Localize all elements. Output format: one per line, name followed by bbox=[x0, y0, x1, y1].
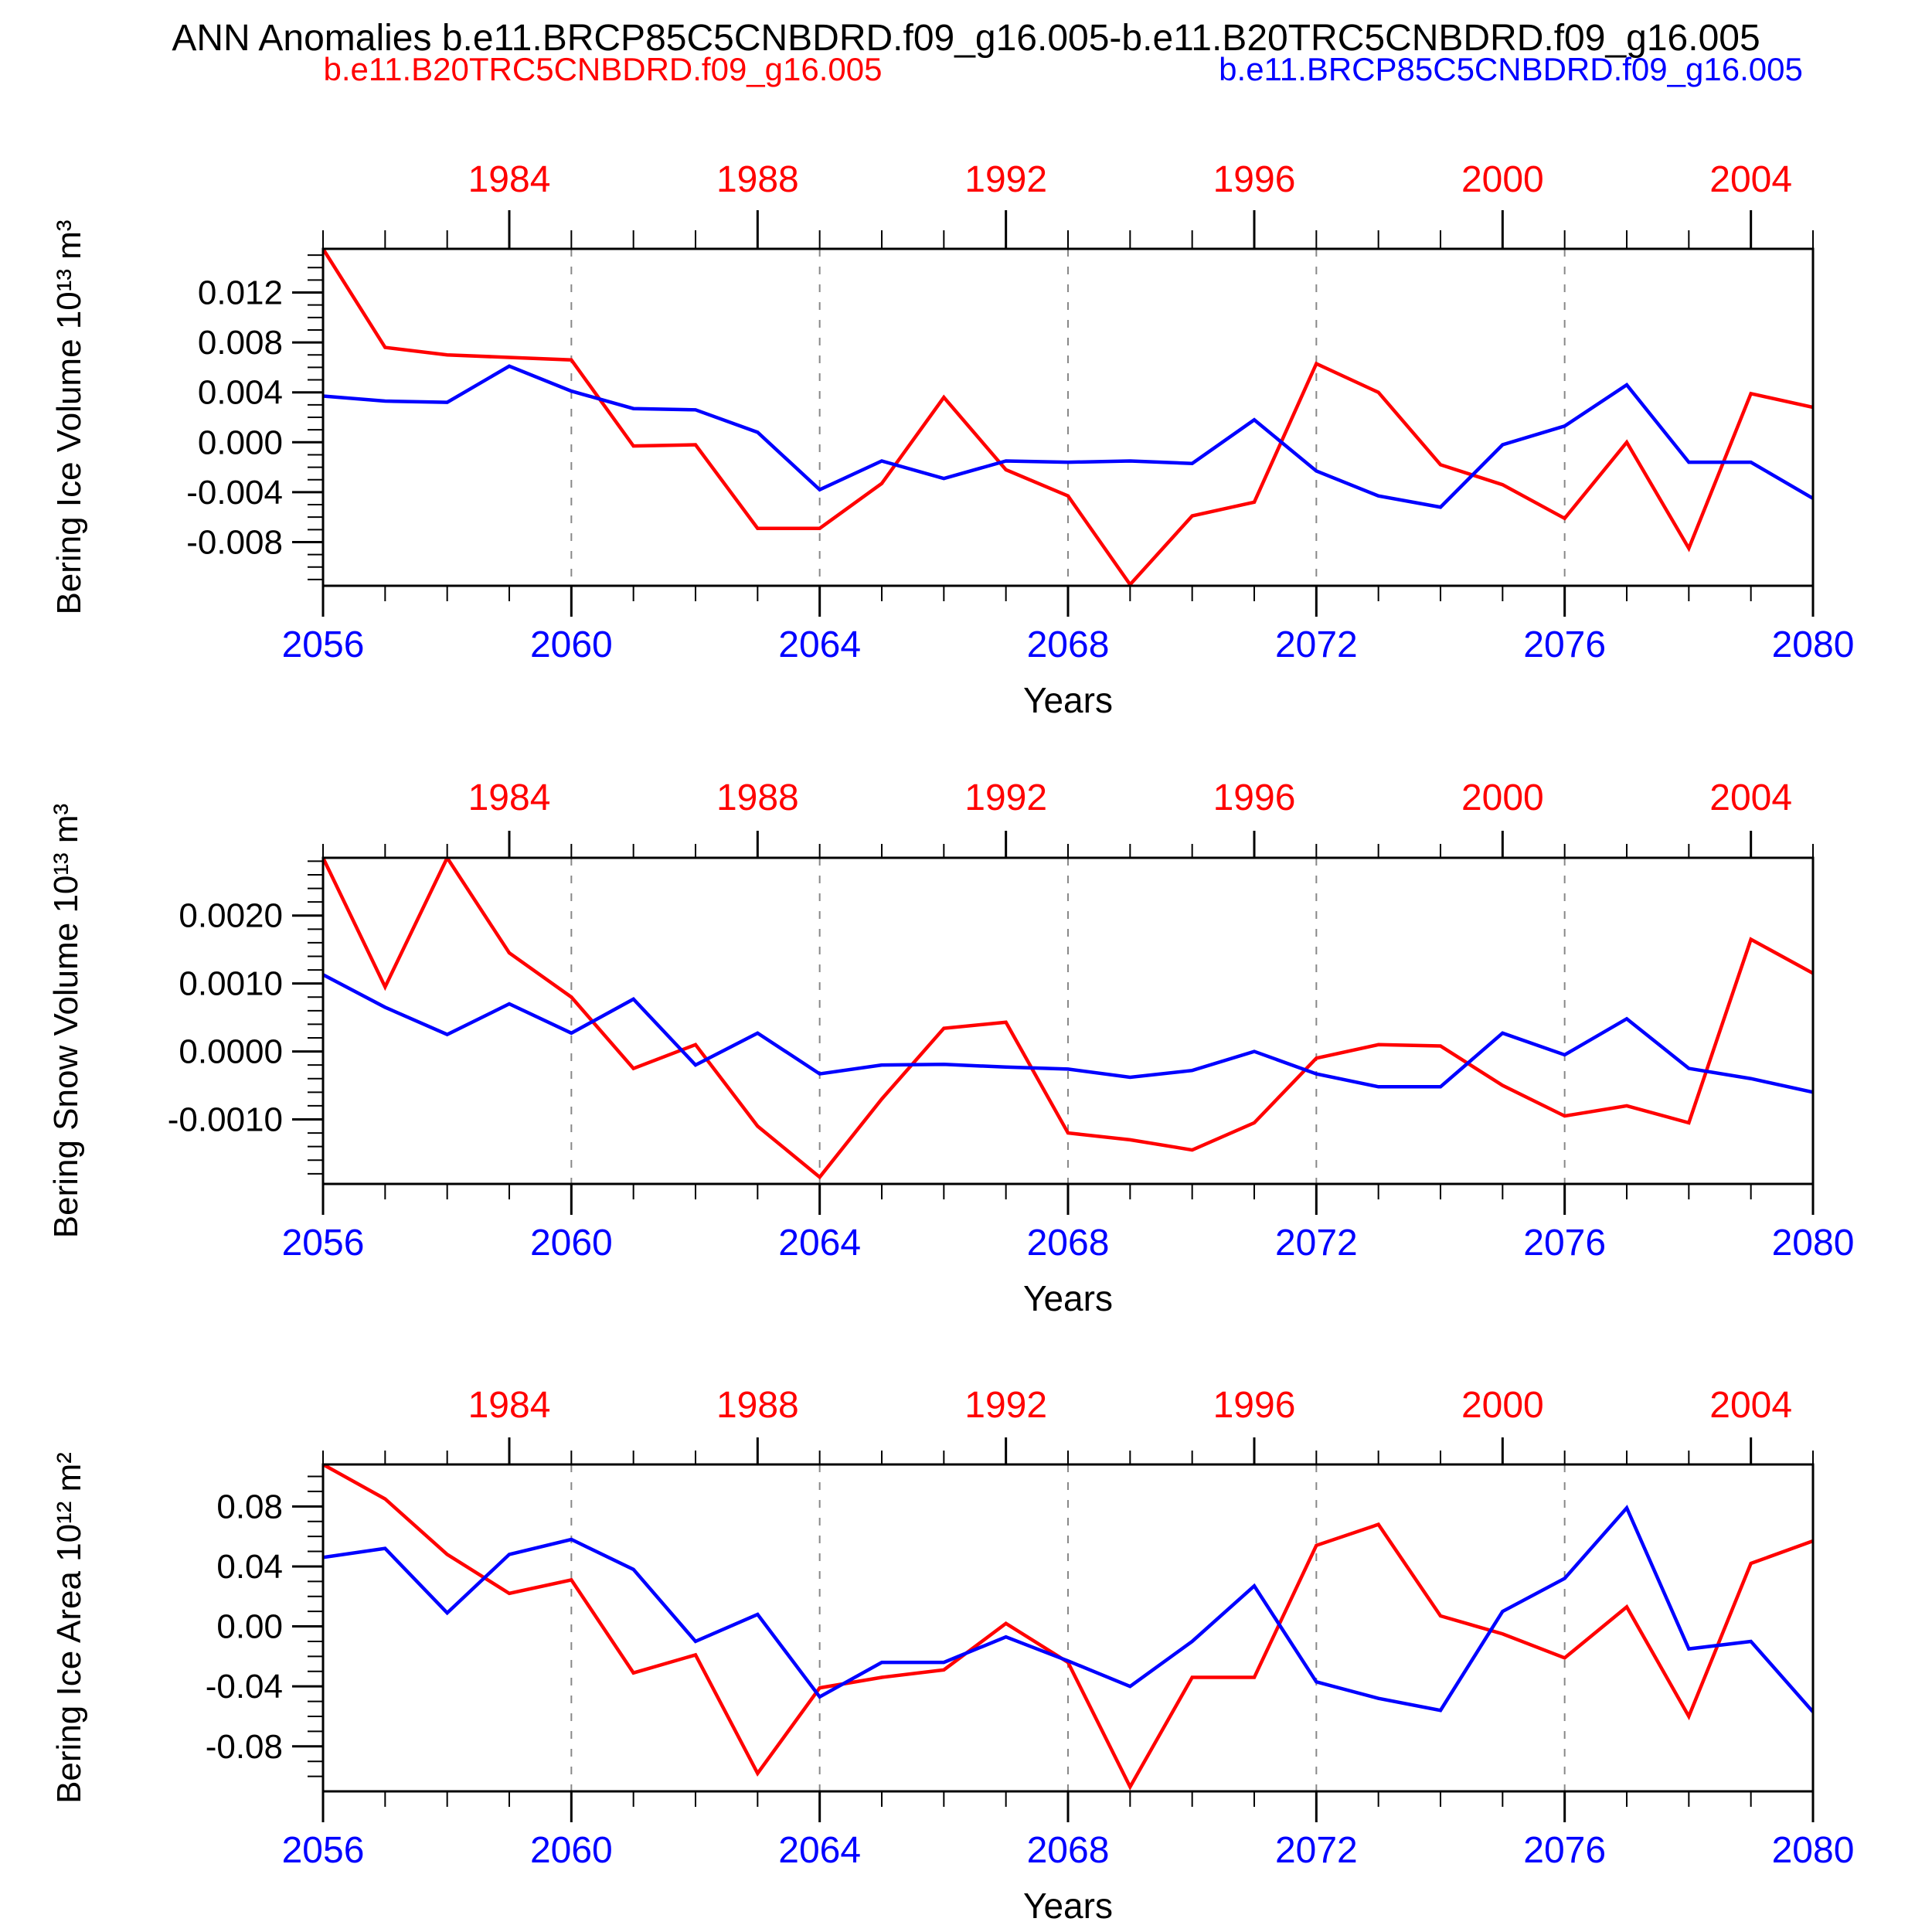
y-tick-label: -0.004 bbox=[186, 474, 283, 512]
x-axis-title: Years bbox=[1023, 1886, 1113, 1926]
y-tick-label: -0.08 bbox=[206, 1728, 283, 1766]
x-top-label: 1996 bbox=[1213, 159, 1296, 200]
x-top-label: 2000 bbox=[1461, 1385, 1544, 1426]
x-bottom-label: 2068 bbox=[1027, 1830, 1110, 1871]
figure-title: ANN Anomalies b.e11.BRCP85C5CNBDRD.f09_g… bbox=[172, 18, 1760, 59]
series-blue-panel-3 bbox=[323, 1505, 1813, 1713]
legend-blue-label: b.e11.BRCP85C5CNBDRD.f09_g16.005 bbox=[1219, 51, 1803, 87]
x-bottom-label: 2068 bbox=[1027, 1223, 1110, 1264]
x-bottom-label: 2072 bbox=[1275, 624, 1358, 665]
panel-1: 0.012 0.008 0.004 0.000 -0.004 -0.008 2056 2060… bbox=[50, 159, 1854, 720]
x-bottom-label: 2064 bbox=[778, 1223, 861, 1264]
y-tick-label: 0.000 bbox=[198, 423, 283, 461]
x-bottom-label: 2076 bbox=[1523, 624, 1606, 665]
series-red-panel-2 bbox=[323, 858, 1813, 1180]
x-bottom-label: 2072 bbox=[1275, 1223, 1358, 1264]
x-bottom-label: 2064 bbox=[778, 1830, 861, 1871]
y-tick-label: 0.0000 bbox=[179, 1033, 283, 1071]
y-tick-label: 0.0010 bbox=[179, 965, 283, 1003]
panel-3: 0.08 0.04 0.00 -0.04 -0.08 2056 2060 2064 2068 20… bbox=[50, 1385, 1854, 1926]
x-bottom-label: 2072 bbox=[1275, 1830, 1358, 1871]
x-bottom-label: 2060 bbox=[530, 624, 613, 665]
x-bottom-label: 2068 bbox=[1027, 624, 1110, 665]
y-tick-label: 0.04 bbox=[216, 1548, 283, 1586]
y-tick-label: -0.04 bbox=[206, 1668, 283, 1706]
x-bottom-label: 2056 bbox=[282, 1830, 365, 1871]
y-axis-title: Bering Ice Area 10¹² m² bbox=[50, 1452, 88, 1804]
y-axis-title: Bering Ice Volume 10¹³ m³ bbox=[50, 219, 88, 614]
x-top-label: 1984 bbox=[468, 1385, 551, 1426]
x-top-label: 1984 bbox=[468, 159, 551, 200]
x-top-label: 1992 bbox=[964, 1385, 1047, 1426]
x-top-label: 2000 bbox=[1461, 777, 1544, 818]
x-bottom-label: 2060 bbox=[530, 1223, 613, 1264]
x-bottom-label: 2076 bbox=[1523, 1223, 1606, 1264]
x-top-label: 1996 bbox=[1213, 1385, 1296, 1426]
y-tick-label: 0.008 bbox=[198, 324, 283, 362]
x-top-label: 2004 bbox=[1709, 159, 1792, 200]
series-red-panel-1 bbox=[323, 249, 1813, 586]
panel-2: 0.0020 0.0010 0.0000 -0.0010 2056 2060 2064 206… bbox=[47, 777, 1854, 1318]
x-top-label: 1988 bbox=[716, 1385, 799, 1426]
x-top-label: 1992 bbox=[964, 777, 1047, 818]
x-top-label: 1988 bbox=[716, 777, 799, 818]
x-top-label: 1984 bbox=[468, 777, 551, 818]
x-bottom-label: 2080 bbox=[1772, 1830, 1855, 1871]
y-axis-title: Bering Snow Volume 10¹³ m³ bbox=[47, 804, 85, 1238]
x-top-label: 2000 bbox=[1461, 159, 1544, 200]
x-axis-title: Years bbox=[1023, 1278, 1113, 1318]
x-bottom-label: 2060 bbox=[530, 1830, 613, 1871]
y-tick-label: -0.0010 bbox=[168, 1100, 283, 1138]
series-blue-panel-1 bbox=[323, 364, 1813, 509]
x-bottom-label: 2076 bbox=[1523, 1830, 1606, 1871]
series-blue-panel-2 bbox=[323, 973, 1813, 1094]
x-bottom-label: 2080 bbox=[1772, 624, 1855, 665]
y-tick-label: 0.012 bbox=[198, 274, 283, 312]
legend-red-label: b.e11.B20TRC5CNBDRD.f09_g16.005 bbox=[323, 51, 883, 87]
y-tick-label: 0.0020 bbox=[179, 897, 283, 935]
x-bottom-label: 2056 bbox=[282, 1223, 365, 1264]
x-top-label: 1988 bbox=[716, 159, 799, 200]
x-top-label: 2004 bbox=[1709, 777, 1792, 818]
y-tick-label: 0.004 bbox=[198, 374, 283, 412]
x-bottom-label: 2056 bbox=[282, 624, 365, 665]
y-tick-label: 0.08 bbox=[216, 1488, 283, 1526]
y-tick-label: 0.00 bbox=[216, 1608, 283, 1646]
x-axis-title: Years bbox=[1023, 680, 1113, 720]
x-bottom-label: 2080 bbox=[1772, 1223, 1855, 1264]
x-top-label: 1996 bbox=[1213, 777, 1296, 818]
x-top-label: 1992 bbox=[964, 159, 1047, 200]
y-tick-label: -0.008 bbox=[186, 523, 283, 561]
x-top-label: 2004 bbox=[1709, 1385, 1792, 1426]
x-bottom-label: 2064 bbox=[778, 624, 861, 665]
